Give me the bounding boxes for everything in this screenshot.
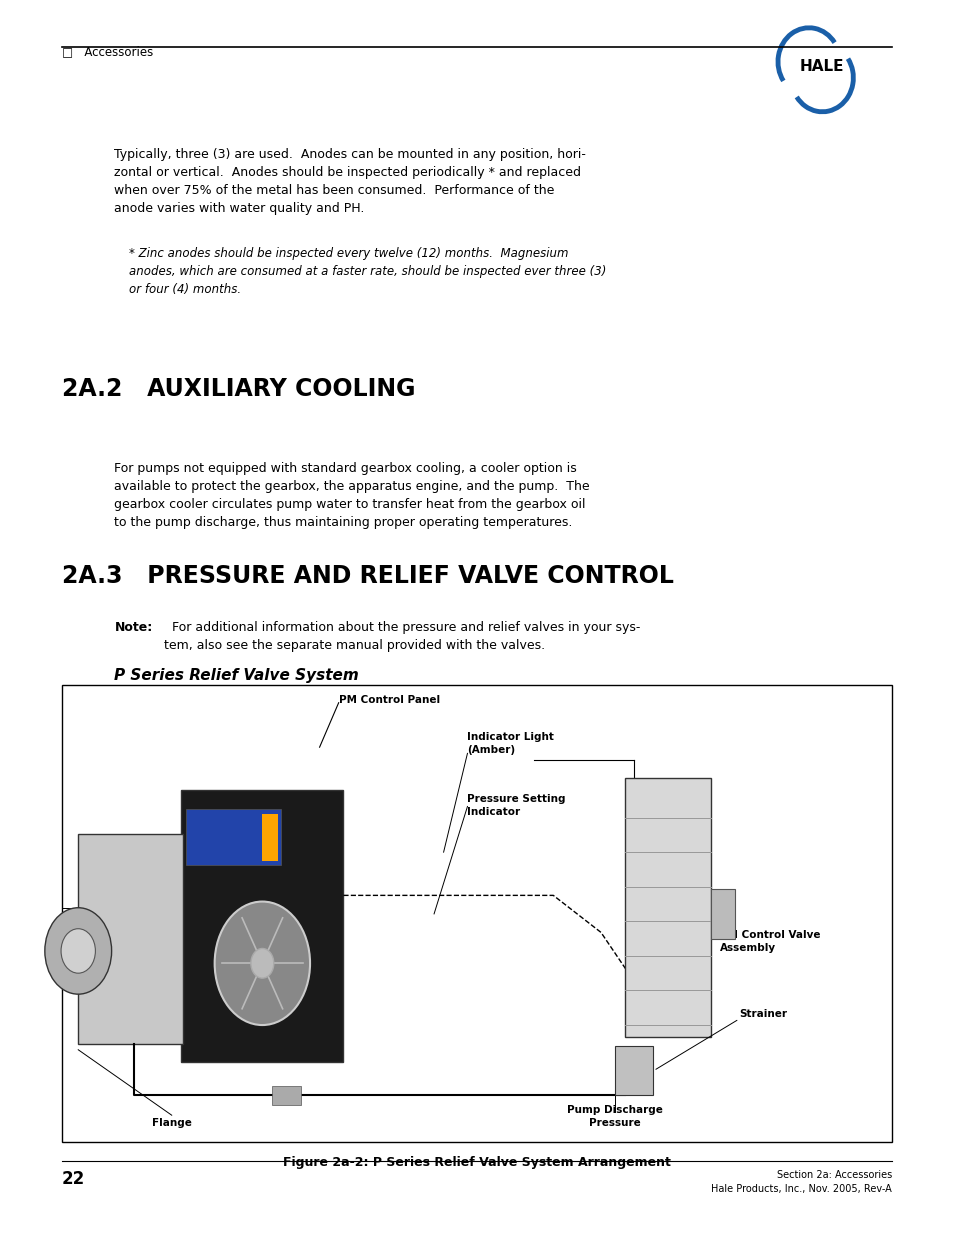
Bar — [615, 1046, 653, 1095]
Bar — [181, 790, 343, 1062]
Text: Indicator Light
(Amber): Indicator Light (Amber) — [467, 732, 554, 755]
Text: Flange: Flange — [152, 1118, 192, 1128]
Text: Figure 2a-2: P Series Relief Valve System Arrangement: Figure 2a-2: P Series Relief Valve Syste… — [283, 1156, 670, 1170]
Text: □   Accessories: □ Accessories — [62, 46, 153, 59]
Circle shape — [45, 908, 112, 994]
Bar — [262, 814, 277, 861]
Text: For additional information about the pressure and relief valves in your sys-
tem: For additional information about the pre… — [164, 621, 639, 652]
Text: HALE: HALE — [799, 59, 843, 74]
Bar — [186, 809, 281, 864]
Text: 22: 22 — [62, 1170, 85, 1188]
Circle shape — [214, 902, 310, 1025]
Text: * Zinc anodes should be inspected every twelve (12) months.  Magnesium
anodes, w: * Zinc anodes should be inspected every … — [129, 247, 605, 296]
Circle shape — [251, 948, 274, 978]
Text: Pressure Setting
Indicator: Pressure Setting Indicator — [467, 794, 565, 816]
Text: For pumps not equipped with standard gearbox cooling, a cooler option is
availab: For pumps not equipped with standard gea… — [114, 462, 590, 529]
FancyBboxPatch shape — [62, 685, 891, 1142]
Bar — [272, 1086, 300, 1105]
Text: Typically, three (3) are used.  Anodes can be mounted in any position, hori-
zon: Typically, three (3) are used. Anodes ca… — [114, 148, 586, 215]
Text: PM Control Valve
Assembly: PM Control Valve Assembly — [720, 930, 820, 952]
Circle shape — [61, 929, 95, 973]
Text: Pump Discharge
Pressure: Pump Discharge Pressure — [567, 1105, 662, 1128]
Text: Section 2a: Accessories
Hale Products, Inc., Nov. 2005, Rev-A: Section 2a: Accessories Hale Products, I… — [711, 1170, 891, 1193]
Bar — [710, 889, 734, 939]
Bar — [78, 834, 183, 1044]
Text: Victaulic: Victaulic — [65, 946, 115, 956]
Text: 2A.3   PRESSURE AND RELIEF VALVE CONTROL: 2A.3 PRESSURE AND RELIEF VALVE CONTROL — [62, 564, 673, 588]
Text: Strainer: Strainer — [739, 1009, 786, 1019]
Text: 2A.2   AUXILIARY COOLING: 2A.2 AUXILIARY COOLING — [62, 377, 416, 400]
Text: PM Control Panel: PM Control Panel — [338, 695, 439, 705]
Text: P Series Relief Valve System: P Series Relief Valve System — [114, 668, 359, 683]
Text: Note:: Note: — [114, 621, 152, 635]
Bar — [624, 778, 710, 1037]
